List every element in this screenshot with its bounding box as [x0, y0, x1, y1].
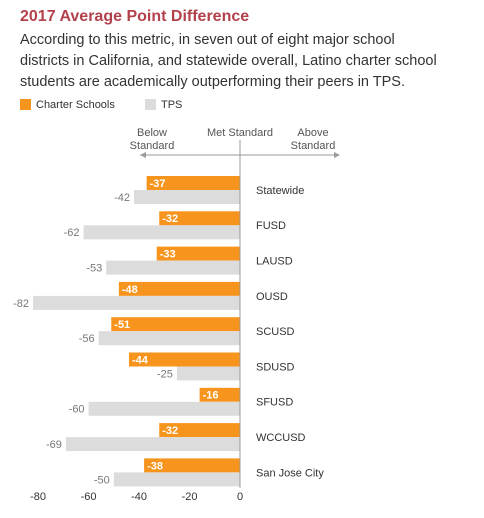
bar: [159, 423, 240, 438]
value-label: -62: [64, 227, 80, 239]
subtitle: districts in California, and statewide o…: [20, 53, 437, 69]
annotation: Above Standard: [290, 127, 336, 152]
bar: [156, 246, 240, 261]
bar: [159, 211, 240, 226]
value-label: -33: [160, 249, 176, 261]
bar: [144, 458, 240, 473]
category-label: SFUSD: [256, 397, 293, 409]
category-label: WCCUSD: [256, 432, 306, 444]
value-label: -69: [46, 439, 62, 451]
annotation: Met Standard: [206, 127, 274, 139]
subtitle: According to this metric, in seven out o…: [20, 32, 395, 48]
bar: [128, 352, 240, 367]
category-label: LAUSD: [256, 256, 293, 268]
category-label: SCUSD: [256, 326, 295, 338]
bar: [113, 472, 240, 487]
annotation: Below Standard: [129, 127, 175, 152]
x-tick-label: 0: [237, 491, 243, 503]
legend-swatch: [145, 99, 156, 110]
value-label: -60: [69, 404, 85, 416]
value-label: -51: [114, 319, 130, 331]
x-tick-label: -40: [131, 491, 147, 503]
bar: [111, 317, 241, 332]
bar: [88, 401, 240, 416]
subtitle: students are academically outperforming …: [20, 74, 405, 90]
value-label: -82: [13, 298, 29, 310]
value-label: -53: [86, 263, 102, 275]
value-label: -16: [203, 390, 219, 402]
bar: [146, 176, 240, 190]
value-label: -42: [114, 192, 130, 204]
value-label: -25: [157, 368, 173, 380]
category-label: SDUSD: [256, 361, 295, 373]
bar: [83, 225, 241, 240]
value-label: -38: [147, 460, 163, 472]
bar: [134, 190, 240, 204]
legend-label: TPS: [161, 99, 182, 111]
value-label: -56: [79, 333, 95, 345]
legend-label: Charter Schools: [36, 99, 115, 111]
value-label: -32: [162, 425, 178, 437]
chart-title: 2017 Average Point Difference: [20, 8, 249, 25]
value-label: -37: [150, 178, 166, 190]
category-label: OUSD: [256, 291, 288, 303]
bar: [199, 387, 240, 402]
bar: [106, 260, 240, 275]
bar: [65, 437, 240, 452]
legend-swatch: [20, 99, 31, 110]
value-label: -44: [132, 354, 149, 366]
value-label: -50: [94, 474, 110, 486]
category-label: Statewide: [256, 185, 304, 197]
bar: [176, 366, 240, 381]
category-label: San Jose City: [256, 467, 324, 479]
x-tick-label: -20: [182, 491, 198, 503]
bar: [118, 281, 240, 296]
category-label: FUSD: [256, 220, 286, 232]
x-tick-label: -80: [30, 491, 46, 503]
value-label: -48: [122, 284, 138, 296]
bar: [33, 295, 240, 310]
x-tick-label: -60: [81, 491, 97, 503]
value-label: -32: [162, 213, 178, 225]
bar: [98, 331, 241, 346]
